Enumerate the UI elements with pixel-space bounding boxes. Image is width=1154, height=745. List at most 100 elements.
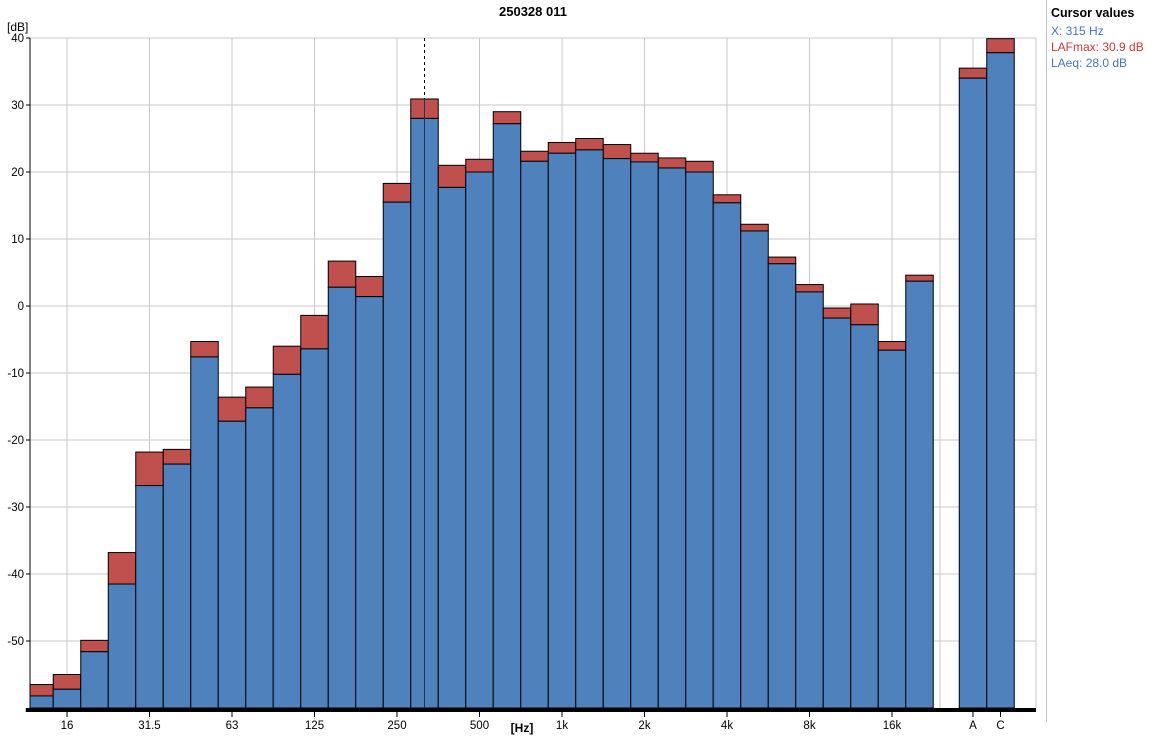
bar-laeq-800[interactable] <box>520 160 549 709</box>
x-tick-label-2k: 2k <box>638 720 650 732</box>
bar-laeq-10k[interactable] <box>822 317 852 709</box>
cursor-x-value: X: 315 Hz <box>1051 24 1104 38</box>
bar-lafmax-63[interactable] <box>217 396 247 422</box>
bar-laeq-16[interactable] <box>52 688 82 709</box>
bar-lafmax-125[interactable] <box>300 314 329 350</box>
bar-laeq-500[interactable] <box>465 171 494 709</box>
bar-laeq-6.3k[interactable] <box>767 263 797 709</box>
bar-laeq-1.25k[interactable] <box>575 149 604 709</box>
bar-laeq-31.5[interactable] <box>135 485 164 709</box>
bar-lafmax-400[interactable] <box>437 164 467 188</box>
bar-laeq-40[interactable] <box>162 463 192 709</box>
bar-laeq-8k[interactable] <box>795 291 824 709</box>
y-tick-label--20: -20 <box>7 435 24 447</box>
bar-laeq-12.5[interactable] <box>29 695 54 709</box>
y-tick-label--40: -40 <box>7 569 24 581</box>
y-tick-label--30: -30 <box>7 502 24 514</box>
y-tick-label-0: 0 <box>18 301 24 313</box>
cursor-lafmax-value: LAFmax: 30.9 dB <box>1051 40 1144 54</box>
bar-laeq-125[interactable] <box>300 348 329 709</box>
x-tick-label-C: C <box>996 720 1004 732</box>
bar-lafmax-A[interactable] <box>958 67 988 79</box>
bar-laeq-630[interactable] <box>492 123 522 709</box>
y-tick-label-10: 10 <box>11 234 24 246</box>
bar-lafmax-3.15k[interactable] <box>685 160 714 173</box>
bar-laeq-400[interactable] <box>437 186 467 709</box>
bar-laeq-5k[interactable] <box>740 230 769 709</box>
bar-lafmax-250[interactable] <box>382 182 412 203</box>
bar-lafmax-160[interactable] <box>327 260 357 288</box>
bar-lafmax-5k[interactable] <box>740 223 769 232</box>
bar-lafmax-16k[interactable] <box>877 341 907 351</box>
x-tick-label-125: 125 <box>305 720 324 732</box>
bar-lafmax-10k[interactable] <box>822 307 852 319</box>
bar-laeq-50[interactable] <box>190 356 219 709</box>
x-tick-label-8k: 8k <box>803 720 815 732</box>
bar-lafmax-12.5[interactable] <box>29 684 54 697</box>
bar-lafmax-80[interactable] <box>245 386 274 409</box>
bar-lafmax-25[interactable] <box>107 552 137 585</box>
x-axis-unit-label: [Hz] <box>510 721 534 735</box>
bar-laeq-C[interactable] <box>986 52 1015 709</box>
y-tick-label--50: -50 <box>7 636 24 648</box>
panel-divider <box>1046 0 1047 722</box>
y-tick-label--10: -10 <box>7 368 24 380</box>
bar-laeq-A[interactable] <box>958 77 988 709</box>
bar-laeq-200[interactable] <box>355 296 384 709</box>
y-tick-label-20: 20 <box>11 167 24 179</box>
bar-lafmax-16[interactable] <box>52 674 82 690</box>
bar-lafmax-800[interactable] <box>520 150 549 162</box>
bar-laeq-20[interactable] <box>80 651 109 709</box>
bar-laeq-12.5k[interactable] <box>850 324 879 709</box>
cursor-laeq-value: LAeq: 28.0 dB <box>1051 56 1128 70</box>
y-tick-label-30: 30 <box>11 100 24 112</box>
bar-lafmax-630[interactable] <box>492 111 522 125</box>
bar-laeq-3.15k[interactable] <box>685 171 714 709</box>
bar-laeq-1k[interactable] <box>547 152 577 709</box>
bar-laeq-80[interactable] <box>245 407 274 709</box>
bar-lafmax-8k[interactable] <box>795 284 824 293</box>
bar-lafmax-C[interactable] <box>986 38 1015 54</box>
bar-laeq-160[interactable] <box>327 286 357 709</box>
x-tick-label-500: 500 <box>470 720 489 732</box>
bar-lafmax-20k[interactable] <box>905 274 934 282</box>
bar-laeq-63[interactable] <box>217 420 247 709</box>
bar-lafmax-31.5[interactable] <box>135 451 164 487</box>
bar-lafmax-100[interactable] <box>272 345 302 375</box>
bar-lafmax-200[interactable] <box>355 276 384 298</box>
bar-laeq-25[interactable] <box>107 583 137 709</box>
x-axis-baseline <box>25 708 1036 712</box>
cursor-values-panel: Cursor values X: 315 Hz LAFmax: 30.9 dB … <box>1051 5 1151 71</box>
bar-laeq-16k[interactable] <box>877 349 907 709</box>
chart-title: 250328 011 <box>499 4 567 19</box>
x-tick-label-16k: 16k <box>883 720 902 732</box>
bar-lafmax-1k[interactable] <box>547 142 577 154</box>
bar-laeq-2.5k[interactable] <box>657 167 687 709</box>
bar-laeq-1.6k[interactable] <box>602 158 632 709</box>
bar-lafmax-500[interactable] <box>465 158 494 173</box>
bar-lafmax-40[interactable] <box>162 448 192 465</box>
bar-lafmax-6.3k[interactable] <box>767 256 797 265</box>
bar-lafmax-1.25k[interactable] <box>575 138 604 151</box>
bar-laeq-250[interactable] <box>382 201 412 709</box>
bar-lafmax-2k[interactable] <box>630 152 659 163</box>
x-tick-label-4k: 4k <box>721 720 733 732</box>
cursor-panel-title: Cursor values <box>1051 6 1135 20</box>
bar-lafmax-20[interactable] <box>80 639 109 653</box>
y-tick-label-40: 40 <box>11 33 24 45</box>
bar-laeq-4k[interactable] <box>712 202 742 709</box>
x-tick-label-16: 16 <box>61 720 74 732</box>
bar-lafmax-2.5k[interactable] <box>657 157 687 169</box>
bar-laeq-20k[interactable] <box>905 280 934 709</box>
x-tick-label-250: 250 <box>387 720 406 732</box>
bar-laeq-2k[interactable] <box>630 161 659 709</box>
bar-lafmax-4k[interactable] <box>712 194 742 204</box>
bar-lafmax-1.6k[interactable] <box>602 144 632 160</box>
bar-laeq-100[interactable] <box>272 373 302 709</box>
bar-lafmax-12.5k[interactable] <box>850 303 879 326</box>
x-tick-label-31.5: 31.5 <box>138 720 160 732</box>
y-axis-unit-label: [dB] <box>7 20 29 34</box>
x-tick-label-A: A <box>969 720 977 732</box>
bar-lafmax-50[interactable] <box>190 341 219 358</box>
